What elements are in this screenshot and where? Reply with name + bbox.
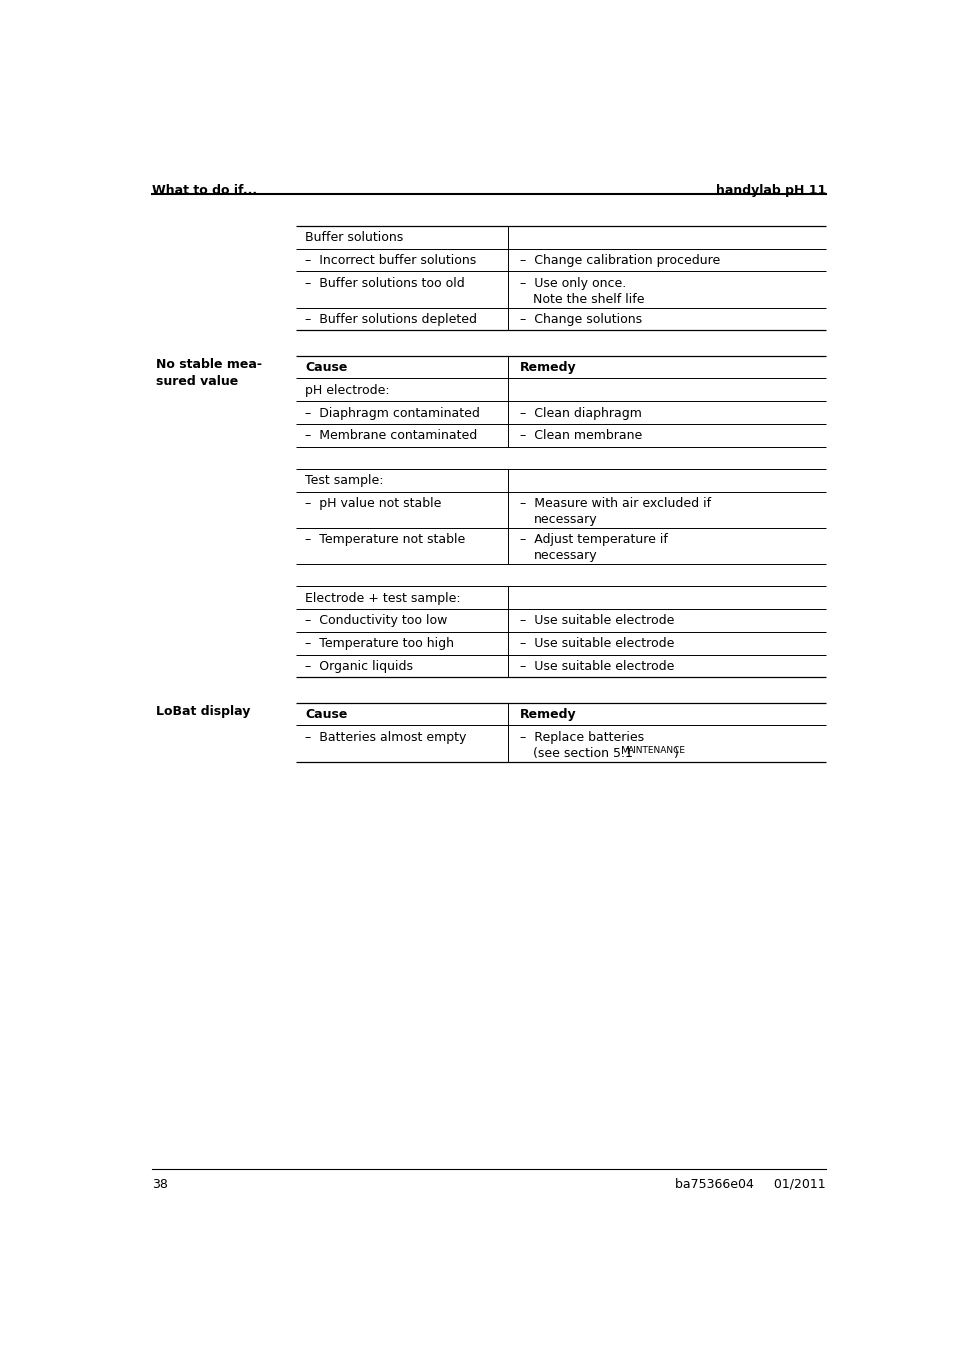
Text: –  Replace batteries: – Replace batteries: [519, 731, 643, 744]
Text: Note the shelf life: Note the shelf life: [533, 293, 644, 305]
Text: Cause: Cause: [305, 361, 347, 374]
Text: Test sample:: Test sample:: [305, 474, 383, 488]
Text: –  Use only once.: – Use only once.: [519, 277, 625, 290]
Text: Cause: Cause: [305, 708, 347, 721]
Text: –  pH value not stable: – pH value not stable: [305, 497, 441, 511]
Text: ba75366e04     01/2011: ba75366e04 01/2011: [675, 1178, 825, 1190]
Text: –  Incorrect buffer solutions: – Incorrect buffer solutions: [305, 254, 476, 267]
Text: Electrode + test sample:: Electrode + test sample:: [305, 592, 460, 605]
Text: What to do if...: What to do if...: [152, 185, 256, 197]
Text: –  Conductivity too low: – Conductivity too low: [305, 615, 447, 627]
Text: (see section 5.1: (see section 5.1: [533, 747, 637, 759]
Text: –  Change solutions: – Change solutions: [519, 313, 641, 326]
Text: –  Temperature too high: – Temperature too high: [305, 638, 454, 650]
Text: Remedy: Remedy: [519, 708, 576, 721]
Text: –  Change calibration procedure: – Change calibration procedure: [519, 254, 720, 267]
Text: –  Temperature not stable: – Temperature not stable: [305, 534, 465, 546]
Text: necessary: necessary: [533, 549, 597, 562]
Text: No stable mea-: No stable mea-: [155, 358, 261, 372]
Text: –  Buffer solutions depleted: – Buffer solutions depleted: [305, 313, 476, 326]
Text: –  Use suitable electrode: – Use suitable electrode: [519, 638, 674, 650]
Text: –  Clean membrane: – Clean membrane: [519, 430, 641, 442]
Text: –  Clean diaphragm: – Clean diaphragm: [519, 407, 641, 420]
Text: –  Batteries almost empty: – Batteries almost empty: [305, 731, 466, 744]
Text: –  Adjust temperature if: – Adjust temperature if: [519, 534, 667, 546]
Text: necessary: necessary: [533, 513, 597, 526]
Text: –  Use suitable electrode: – Use suitable electrode: [519, 615, 674, 627]
Text: handylab pH 11: handylab pH 11: [715, 185, 825, 197]
Text: M: M: [620, 746, 629, 755]
Text: –  Organic liquids: – Organic liquids: [305, 659, 413, 673]
Text: ): ): [673, 747, 678, 759]
Text: Buffer solutions: Buffer solutions: [305, 231, 403, 245]
Text: 38: 38: [152, 1178, 168, 1190]
Text: Remedy: Remedy: [519, 361, 576, 374]
Text: pH electrode:: pH electrode:: [305, 384, 390, 397]
Text: –  Diaphragm contaminated: – Diaphragm contaminated: [305, 407, 479, 420]
Text: AINTENANCE: AINTENANCE: [627, 746, 685, 755]
Text: LoBat display: LoBat display: [155, 705, 250, 717]
Text: –  Measure with air excluded if: – Measure with air excluded if: [519, 497, 710, 511]
Text: sured value: sured value: [155, 374, 237, 388]
Text: –  Membrane contaminated: – Membrane contaminated: [305, 430, 477, 442]
Text: –  Use suitable electrode: – Use suitable electrode: [519, 659, 674, 673]
Text: –  Buffer solutions too old: – Buffer solutions too old: [305, 277, 464, 290]
